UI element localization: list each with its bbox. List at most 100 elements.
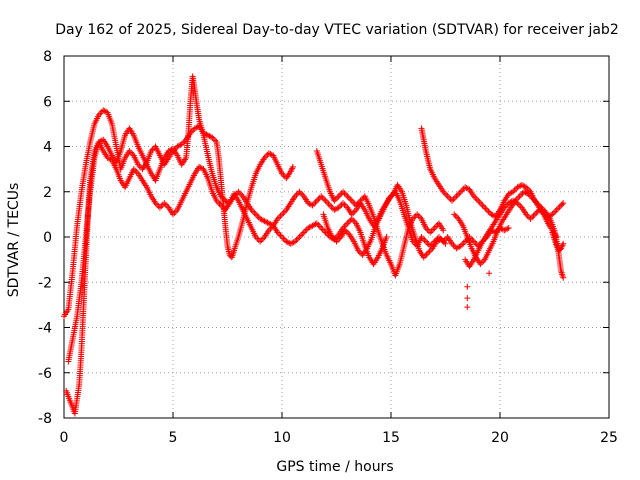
data-point-track-d: [440, 227, 447, 234]
data-point-track-f: [478, 200, 485, 207]
data-point-track-h: [555, 205, 562, 212]
data-point-track-b: [297, 232, 304, 239]
x-tick-label: 25: [600, 430, 618, 446]
data-point-track-c: [308, 201, 315, 208]
data-point-track-c: [424, 240, 431, 247]
data-point-track-b: [252, 211, 259, 218]
data-point-track-b: [318, 224, 325, 231]
data-point-track-b: [296, 234, 303, 240]
data-point-track-c: [422, 238, 429, 245]
data-point-track-i: [560, 240, 567, 247]
data-point-track-f: [449, 197, 456, 204]
data-point-track-c: [322, 197, 329, 204]
data-point-track-g: [560, 274, 567, 281]
data-point-track-c: [279, 211, 285, 218]
data-point-track-b: [300, 229, 307, 236]
data-point-track-d: [347, 196, 354, 203]
data-point-track-f: [446, 194, 453, 201]
x-tick-label: 5: [169, 430, 178, 446]
data-point-track-c: [421, 237, 428, 244]
data-point-track-a: [289, 163, 296, 170]
axis-ticks: [63, 55, 610, 419]
data-point-track-b: [345, 218, 352, 225]
data-point-track-b: [289, 240, 296, 247]
data-point-track-c: [313, 197, 320, 204]
data-point-track-b: [279, 234, 285, 240]
data-point-track-e: [442, 240, 449, 247]
data-point-track-b: [254, 212, 261, 219]
data-point-track-d: [428, 227, 435, 234]
data-point-track-c: [280, 209, 287, 216]
x-tick-label: 20: [491, 430, 509, 446]
data-point-track-f: [451, 194, 458, 201]
data-point-track-c: [502, 226, 509, 233]
data-point-track-b: [321, 227, 328, 234]
grid: [64, 56, 609, 418]
y-tick-label: 2: [43, 185, 52, 201]
data-point-track-c: [310, 200, 317, 207]
data-point-track-c: [277, 212, 284, 219]
y-tick-label: -4: [38, 321, 52, 337]
data-point-track-d: [358, 196, 365, 203]
data-point-track-c: [161, 200, 168, 207]
data-point-track-g: [516, 193, 523, 200]
data-point-track-c: [505, 224, 512, 231]
data-point-track-b: [299, 230, 306, 237]
x-tick-labels: 0 5 10 15 20 25: [60, 430, 618, 446]
data-point-track-b: [294, 235, 301, 242]
data-point-track-e: [425, 249, 432, 256]
data-point-track-b: [277, 232, 284, 239]
data-point-track-f: [520, 182, 527, 189]
data-point-track-e: [436, 237, 443, 244]
data-point-track-f: [483, 206, 490, 213]
x-tick-label: 0: [60, 430, 69, 446]
data-point-track-f: [450, 196, 457, 203]
data-point-track-c: [341, 201, 348, 208]
y-tick-label: 6: [43, 94, 52, 110]
data-point-track-d: [335, 193, 342, 200]
data-point-track-d: [427, 229, 434, 236]
data-point-track-f: [476, 199, 483, 206]
data-point-track-e: [426, 248, 433, 255]
data-point-track-e: [423, 251, 430, 258]
data-point-track-b: [315, 221, 322, 228]
data-point-track-c: [315, 196, 322, 203]
data-point-track-b: [280, 235, 287, 242]
data-point-track-c: [296, 188, 303, 195]
data-point-track-g: [451, 211, 458, 218]
data-point-track-c: [470, 238, 477, 245]
data-point-track-c: [156, 204, 163, 211]
data-point-track-f: [485, 208, 492, 215]
data-point-track-b: [342, 221, 349, 228]
data-point-track-h: [528, 214, 535, 221]
outlier-point: [464, 304, 471, 311]
data-point-track-f: [473, 196, 480, 203]
data-point-track-d: [344, 193, 351, 200]
data-point-track-b: [344, 220, 351, 227]
data-point-track-f: [479, 202, 486, 209]
data-point-track-f: [481, 203, 488, 210]
data-point-track-h: [527, 215, 534, 222]
y-tick-label: -8: [38, 411, 52, 427]
data-point-track-d: [337, 191, 344, 198]
data-point-track-c: [340, 200, 347, 207]
data-point-track-d: [340, 188, 347, 195]
data-point-track-h: [552, 208, 559, 215]
data-point-track-d: [342, 191, 349, 198]
data-point-track-c: [325, 200, 332, 207]
data-point-track-b: [319, 226, 326, 233]
y-axis-label: SDTVAR / TECUs: [6, 183, 22, 298]
data-point-track-b: [251, 209, 258, 216]
data-point-track-f: [443, 191, 450, 198]
data-point-track-c: [319, 194, 326, 201]
y-tick-label: 8: [43, 49, 52, 65]
data-point-track-d: [341, 190, 348, 197]
data-point-track-c: [297, 190, 304, 197]
data-point-track-b: [302, 227, 309, 234]
data-point-track-c: [504, 225, 511, 232]
data-point-track-f: [475, 197, 482, 204]
outlier-point: [464, 283, 471, 290]
outlier-point: [486, 270, 493, 277]
data-point-track-h: [553, 206, 560, 213]
